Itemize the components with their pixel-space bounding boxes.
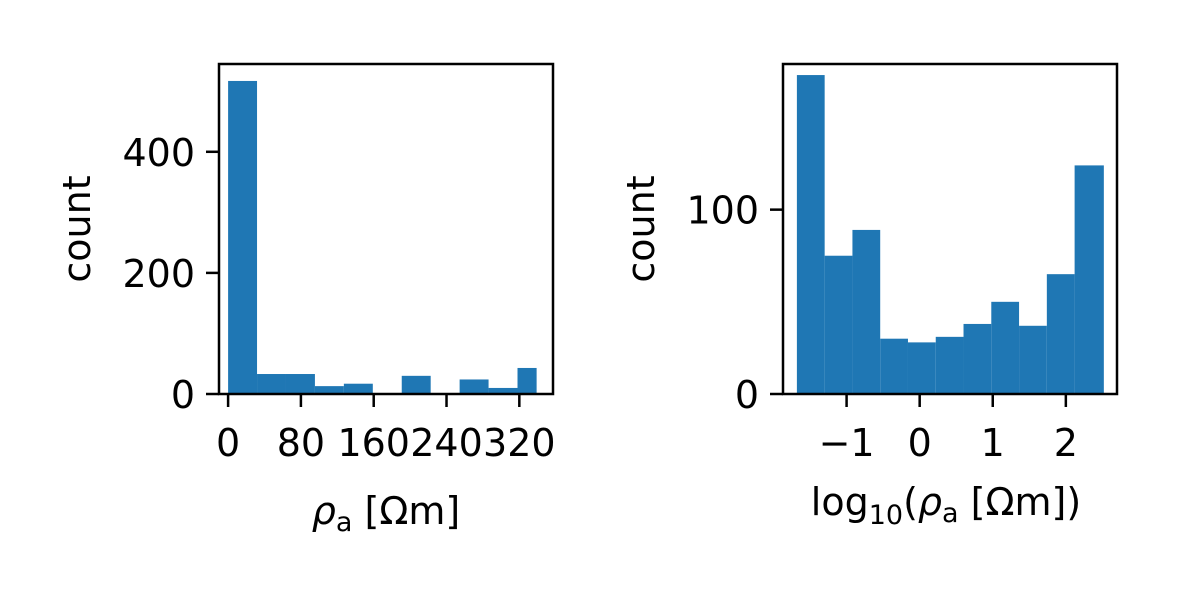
histogram-bar [314,386,344,394]
histogram-bar [796,75,825,394]
x-ticks: −1 0 1 2 [819,394,1078,465]
histogram-panel-rho: 0 80 160 240 320 0 200 400 ρa [Ωm] count [55,62,556,538]
histogram-bar [907,342,936,394]
x-axis-label: ρa [Ωm] [312,489,460,538]
plot-frame [781,62,1119,396]
y-ticks: 0 100 [686,189,783,417]
x-tick-label: 320 [483,421,556,465]
histogram-bar [517,367,537,394]
x-tick-label: 0 [216,421,240,465]
histogram-bar [963,323,992,394]
bars-group [228,80,537,394]
histogram-bar [285,374,315,394]
x-tick-label: 0 [908,421,932,465]
y-axis-label: count [619,175,663,282]
x-tick-label: 160 [337,421,410,465]
y-ticks: 0 200 400 [122,131,219,417]
histogram-bar [852,229,881,394]
y-tick-label: 100 [686,189,759,233]
y-axis-label: count [55,175,99,282]
histogram-bar [257,374,286,394]
y-tick-label: 0 [735,373,759,417]
histogram-bar [1019,325,1047,394]
histogram-bar [488,387,518,394]
histogram-bar [991,301,1020,394]
histogram-bar [459,379,489,394]
x-tick-label: 240 [410,421,483,465]
histogram-bar [228,80,258,394]
x-ticks: 0 80 160 240 320 [216,394,556,465]
y-tick-label: 400 [122,131,195,175]
histogram-bar [880,338,908,394]
bars-group [796,75,1104,394]
histogram-bar [1074,165,1104,394]
plot-frame [217,62,555,396]
histogram-bar [935,336,964,394]
histogram-bar [401,375,431,394]
x-axis-label: log10(ρa [Ωm]) [811,480,1081,531]
histogram-bar [824,255,853,394]
x-tick-label: −1 [819,421,875,465]
histogram-bar [343,383,373,394]
y-tick-label: 200 [122,252,195,296]
y-tick-label: 0 [171,373,195,417]
x-tick-label: 2 [1054,421,1078,465]
x-tick-label: 80 [277,421,325,465]
histogram-panel-log-rho: −1 0 1 2 0 100 log10(ρa [Ωm]) count [619,62,1119,531]
histogram-bar [1046,274,1075,394]
x-tick-label: 1 [981,421,1005,465]
